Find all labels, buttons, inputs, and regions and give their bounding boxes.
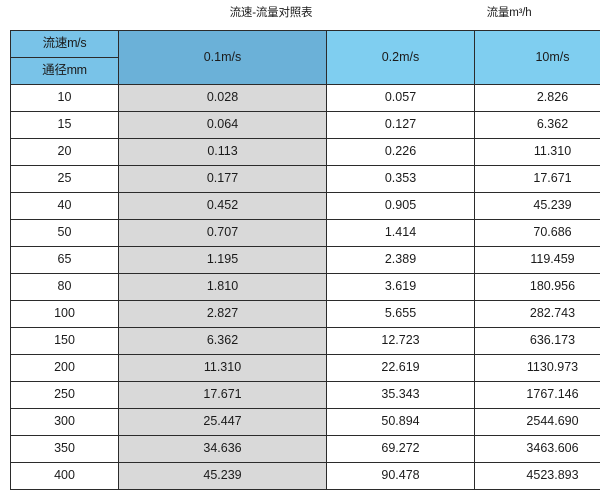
cell-diameter: 300 <box>11 409 119 436</box>
cell-flow-0.1ms: 0.707 <box>119 220 327 247</box>
cell-flow-0.2ms: 22.619 <box>327 355 475 382</box>
table-row: 350 34.636 69.272 3463.606 <box>11 436 600 463</box>
table-row: 100 2.827 5.655 282.743 <box>11 301 600 328</box>
table-row: 40 0.452 0.905 45.239 <box>11 193 600 220</box>
cell-flow-0.1ms: 0.177 <box>119 166 327 193</box>
cell-flow-0.1ms: 11.310 <box>119 355 327 382</box>
cell-flow-0.2ms: 0.353 <box>327 166 475 193</box>
cell-flow-0.2ms: 0.905 <box>327 193 475 220</box>
table-row: 250 17.671 35.343 1767.146 <box>11 382 600 409</box>
cell-flow-10ms: 11.310 <box>475 139 600 166</box>
cell-flow-0.2ms: 3.619 <box>327 274 475 301</box>
cell-diameter: 400 <box>11 463 119 490</box>
cell-flow-10ms: 1130.973 <box>475 355 600 382</box>
flow-unit-label: 流量m³/h <box>448 4 570 20</box>
table-row: 25 0.177 0.353 17.671 <box>11 166 600 193</box>
cell-diameter: 200 <box>11 355 119 382</box>
corner-header-velocity: 流速m/s <box>11 31 119 58</box>
cell-flow-0.1ms: 0.113 <box>119 139 327 166</box>
cell-flow-10ms: 636.173 <box>475 328 600 355</box>
table-row: 150 6.362 12.723 636.173 <box>11 328 600 355</box>
cell-diameter: 100 <box>11 301 119 328</box>
cell-flow-10ms: 17.671 <box>475 166 600 193</box>
cell-diameter: 10 <box>11 85 119 112</box>
cell-diameter: 20 <box>11 139 119 166</box>
cell-flow-0.2ms: 0.057 <box>327 85 475 112</box>
cell-flow-0.1ms: 2.827 <box>119 301 327 328</box>
flow-rate-reference-page: 流速-流量对照表 流量m³/h 流速m/s 0.1m/s 0.2m/s 10m/… <box>0 0 600 466</box>
cell-flow-0.2ms: 50.894 <box>327 409 475 436</box>
column-header-10ms: 10m/s <box>475 31 600 85</box>
cell-flow-0.2ms: 1.414 <box>327 220 475 247</box>
cell-flow-0.1ms: 1.810 <box>119 274 327 301</box>
cell-flow-10ms: 2544.690 <box>475 409 600 436</box>
cell-flow-10ms: 70.686 <box>475 220 600 247</box>
cell-flow-0.2ms: 0.226 <box>327 139 475 166</box>
cell-flow-10ms: 3463.606 <box>475 436 600 463</box>
table-row: 15 0.064 0.127 6.362 <box>11 112 600 139</box>
cell-diameter: 15 <box>11 112 119 139</box>
cell-flow-0.2ms: 69.272 <box>327 436 475 463</box>
cell-flow-0.2ms: 90.478 <box>327 463 475 490</box>
cell-diameter: 65 <box>11 247 119 274</box>
cell-diameter: 80 <box>11 274 119 301</box>
caption-row: 流速-流量对照表 流量m³/h <box>0 0 600 29</box>
cell-flow-0.2ms: 12.723 <box>327 328 475 355</box>
cell-flow-10ms: 4523.893 <box>475 463 600 490</box>
table-row: 300 25.447 50.894 2544.690 <box>11 409 600 436</box>
column-header-0.2ms: 0.2m/s <box>327 31 475 85</box>
flow-table-container: 流速m/s 0.1m/s 0.2m/s 10m/s 通径mm 10 0.028 … <box>10 30 590 490</box>
cell-flow-10ms: 45.239 <box>475 193 600 220</box>
table-row: 10 0.028 0.057 2.826 <box>11 85 600 112</box>
table-row: 65 1.195 2.389 119.459 <box>11 247 600 274</box>
cell-flow-0.1ms: 0.452 <box>119 193 327 220</box>
cell-flow-0.1ms: 45.239 <box>119 463 327 490</box>
corner-header-diameter: 通径mm <box>11 58 119 85</box>
flow-rate-table: 流速m/s 0.1m/s 0.2m/s 10m/s 通径mm 10 0.028 … <box>10 30 600 490</box>
cell-flow-0.1ms: 6.362 <box>119 328 327 355</box>
table-body: 流速m/s 0.1m/s 0.2m/s 10m/s 通径mm 10 0.028 … <box>11 31 600 490</box>
cell-flow-0.2ms: 35.343 <box>327 382 475 409</box>
table-row: 200 11.310 22.619 1130.973 <box>11 355 600 382</box>
cell-flow-10ms: 119.459 <box>475 247 600 274</box>
cell-diameter: 40 <box>11 193 119 220</box>
cell-flow-0.1ms: 34.636 <box>119 436 327 463</box>
cell-flow-10ms: 180.956 <box>475 274 600 301</box>
cell-flow-0.1ms: 17.671 <box>119 382 327 409</box>
table-header-row-top: 流速m/s 0.1m/s 0.2m/s 10m/s <box>11 31 600 58</box>
cell-flow-10ms: 282.743 <box>475 301 600 328</box>
cell-diameter: 25 <box>11 166 119 193</box>
table-row: 50 0.707 1.414 70.686 <box>11 220 600 247</box>
table-row: 20 0.113 0.226 11.310 <box>11 139 600 166</box>
cell-flow-0.1ms: 0.064 <box>119 112 327 139</box>
cell-flow-10ms: 6.362 <box>475 112 600 139</box>
cell-flow-0.2ms: 0.127 <box>327 112 475 139</box>
cell-flow-0.1ms: 0.028 <box>119 85 327 112</box>
table-row: 400 45.239 90.478 4523.893 <box>11 463 600 490</box>
cell-flow-0.1ms: 25.447 <box>119 409 327 436</box>
cell-flow-10ms: 1767.146 <box>475 382 600 409</box>
page-title: 流速-流量对照表 <box>176 4 366 20</box>
cell-diameter: 250 <box>11 382 119 409</box>
table-row: 80 1.810 3.619 180.956 <box>11 274 600 301</box>
cell-diameter: 150 <box>11 328 119 355</box>
cell-flow-0.2ms: 2.389 <box>327 247 475 274</box>
cell-diameter: 50 <box>11 220 119 247</box>
column-header-0.1ms: 0.1m/s <box>119 31 327 85</box>
cell-flow-0.1ms: 1.195 <box>119 247 327 274</box>
cell-flow-0.2ms: 5.655 <box>327 301 475 328</box>
cell-flow-10ms: 2.826 <box>475 85 600 112</box>
cell-diameter: 350 <box>11 436 119 463</box>
